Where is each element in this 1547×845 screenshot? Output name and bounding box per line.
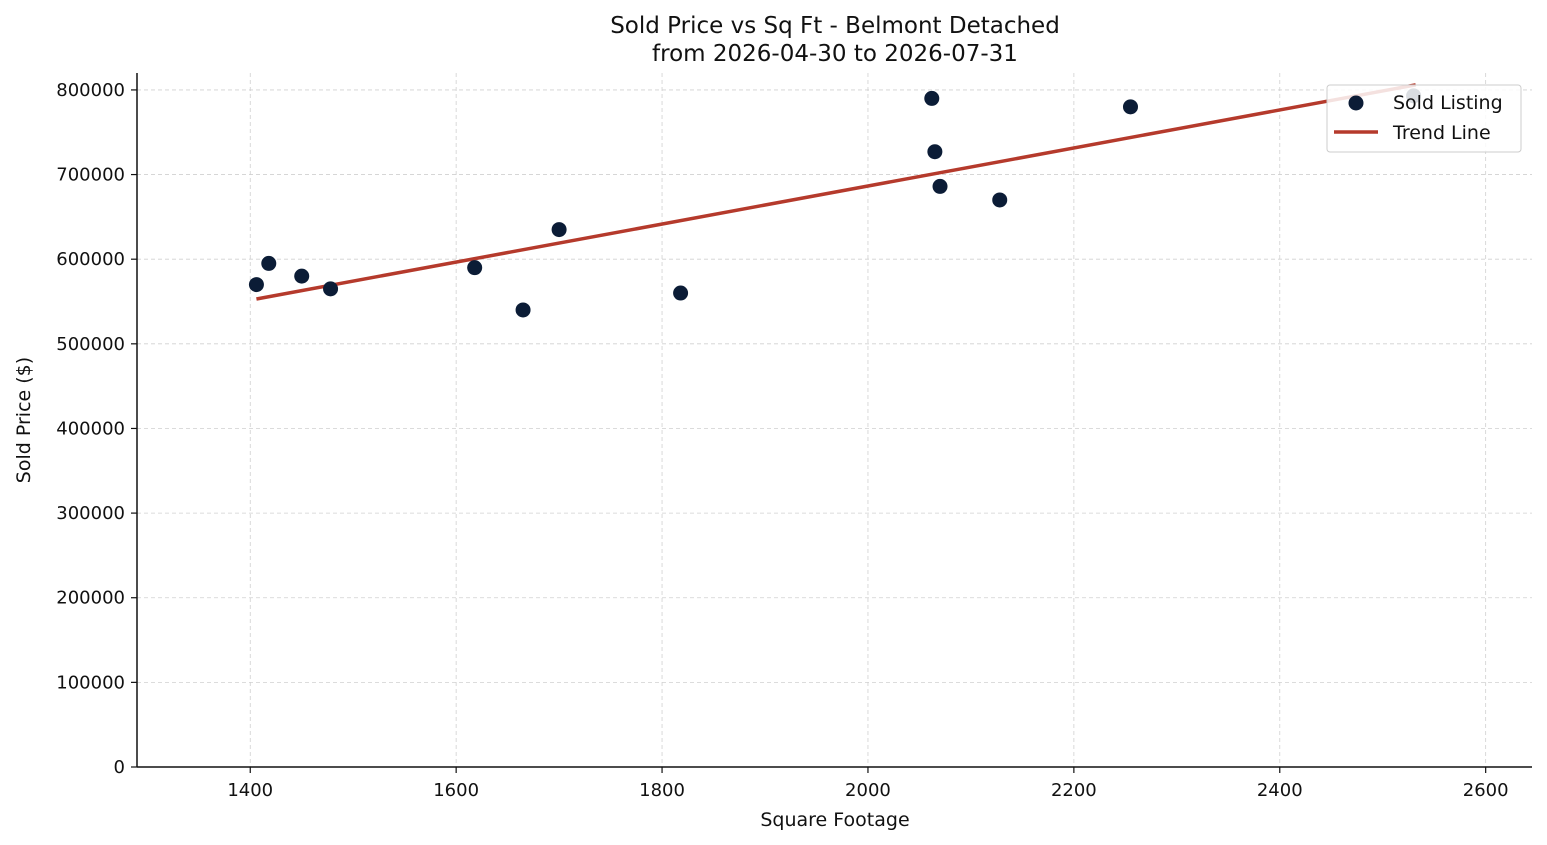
trend-line <box>256 83 1416 301</box>
y-tick-label: 0 <box>114 757 125 778</box>
y-tick-label: 700000 <box>56 165 125 186</box>
data-point <box>515 302 531 318</box>
trend-line-layer <box>256 83 1416 301</box>
legend-label-trend-line: Trend Line <box>1392 122 1491 144</box>
grid <box>137 73 1532 768</box>
x-tick-label: 2600 <box>1463 780 1509 801</box>
data-point <box>932 178 948 194</box>
y-tick-label: 100000 <box>56 672 125 693</box>
x-tick-label: 1800 <box>639 780 685 801</box>
y-tick-label: 500000 <box>56 334 125 355</box>
data-point <box>248 277 264 293</box>
x-tick-label: 1400 <box>227 780 273 801</box>
tick-labels: 1400 1600 1800 2000 2200 2400 2600 0 100000 20000… <box>56 80 1508 801</box>
y-tick-label: 200000 <box>56 588 125 609</box>
y-tick-label: 400000 <box>56 418 125 439</box>
data-point <box>927 144 943 160</box>
y-tick-label: 800000 <box>56 80 125 101</box>
legend-label-sold-listing: Sold Listing <box>1393 92 1503 114</box>
x-tick-label: 1600 <box>433 780 479 801</box>
axes <box>136 73 1532 768</box>
chart-subtitle: from 2026-04-30 to 2026-07-31 <box>652 41 1018 67</box>
x-tick-label: 2400 <box>1257 780 1303 801</box>
y-tick-label: 300000 <box>56 503 125 524</box>
legend-marker-sold-listing <box>1348 95 1364 111</box>
data-point <box>551 222 567 238</box>
data-point <box>323 281 339 297</box>
y-axis-label: Sold Price ($) <box>13 357 35 483</box>
x-tick-label: 2200 <box>1051 780 1097 801</box>
data-point <box>924 90 940 106</box>
y-tick-label: 600000 <box>56 249 125 270</box>
legend: Sold Listing Trend Line <box>1326 84 1522 153</box>
data-point <box>467 260 483 276</box>
x-axis-label: Square Footage <box>760 809 909 831</box>
legend-box <box>1326 84 1522 153</box>
data-point <box>1122 99 1138 115</box>
data-point <box>673 285 689 301</box>
x-tick-label: 2000 <box>845 780 891 801</box>
data-point <box>294 268 310 284</box>
data-point <box>261 255 277 271</box>
data-points <box>248 88 1422 318</box>
chart-title: Sold Price vs Sq Ft - Belmont Detached <box>610 13 1060 39</box>
data-point <box>992 192 1008 208</box>
